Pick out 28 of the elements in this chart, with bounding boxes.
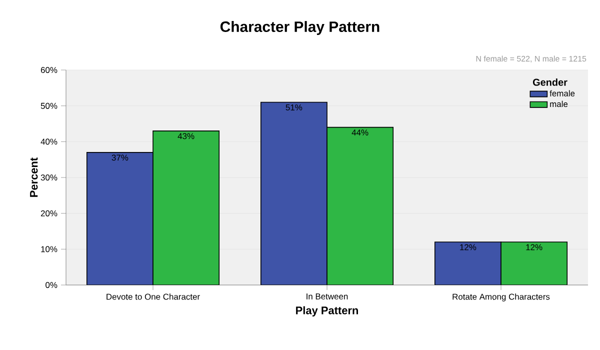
- y-tick-label: 50%: [40, 102, 58, 109]
- bar: [500, 242, 568, 285]
- bar: [260, 102, 328, 285]
- x-tick-label: Devote to One Character: [106, 294, 200, 300]
- bar: [86, 152, 154, 285]
- y-tick-label: 30%: [40, 174, 58, 180]
- bar: [152, 130, 220, 285]
- y-tick-label: 20%: [40, 210, 58, 216]
- y-axis-title: Percent: [30, 158, 38, 197]
- y-tick-label: 40%: [40, 138, 58, 145]
- legend-label: male: [550, 100, 568, 108]
- data-label: 44%: [352, 130, 368, 136]
- data-label: 12%: [526, 244, 542, 250]
- x-axis-title: Play Pattern: [296, 306, 358, 316]
- y-tick-label: 0%: [46, 282, 58, 288]
- x-tick-label: In Between: [306, 294, 348, 300]
- bar: [326, 126, 394, 285]
- legend-title: Gender: [532, 78, 568, 86]
- data-label: 12%: [460, 244, 476, 250]
- x-tick-label: Rotate Among Characters: [452, 294, 550, 302]
- data-label: 37%: [112, 154, 128, 161]
- data-label: 43%: [178, 133, 194, 140]
- legend-label: female: [550, 90, 575, 96]
- y-tick-label: 10%: [41, 246, 58, 252]
- y-tick-label: 60%: [40, 67, 58, 73]
- chart-title: Character Play Pattern: [220, 21, 380, 35]
- bar: [434, 242, 502, 285]
- data-label: 51%: [286, 104, 302, 110]
